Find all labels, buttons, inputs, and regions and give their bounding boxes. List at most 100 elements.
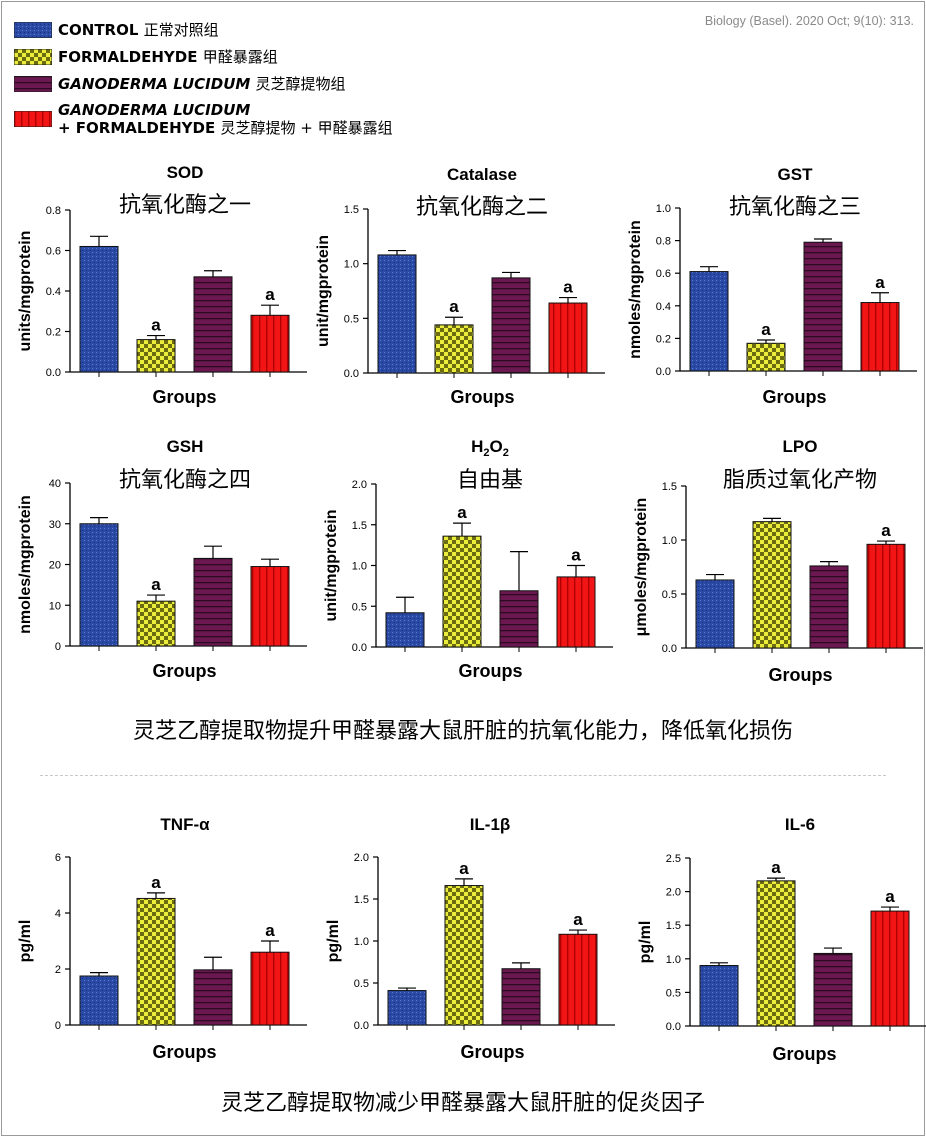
y-tick-label: 0.8 [656, 236, 671, 248]
y-tick-label: 0.0 [46, 367, 61, 379]
chart-7: IL-1β 0.0 0.5 1.0 1.5 2.0 pg/ml a a Groups [325, 815, 615, 1062]
bar [193, 276, 233, 373]
chart-subtitle: 抗氧化酶之一 [119, 193, 251, 218]
caption-antioxidant: 灵芝乙醇提取物提升甲醛暴露大鼠肝脏的抗氧化能力，降低氧化损伤 [132, 719, 793, 744]
significance-label: a [151, 575, 161, 594]
y-tick-label: 1.5 [354, 894, 369, 906]
bar [556, 576, 596, 648]
chart-subtitle: 抗氧化酶之三 [729, 195, 861, 220]
bar [813, 952, 853, 1027]
legend-swatch-ganoderma [14, 75, 52, 92]
y-tick-label: 10 [49, 600, 61, 612]
chart-subtitle: 抗氧化酶之二 [416, 195, 548, 220]
legend-label-combo-line2: + FORMALDEHYDE [58, 119, 216, 137]
y-tick-label: 0.5 [354, 978, 369, 990]
y-tick-label: 2.0 [666, 887, 681, 899]
legend-cn-combo: 灵芝醇提物 + 甲醛暴露组 [220, 119, 393, 137]
legend-item-combo: GANODERMA LUCIDUM + FORMALDEHYDE 灵芝醇提物 + … [14, 97, 393, 141]
y-tick-label: 0.2 [46, 327, 61, 339]
legend-label-control: CONTROL [58, 20, 139, 39]
significance-label: a [563, 278, 573, 297]
y-tick-label: 0.4 [656, 301, 671, 313]
significance-label: a [265, 285, 275, 304]
chart-subtitle: 自由基 [457, 468, 523, 493]
y-tick-label: 0.0 [344, 368, 359, 380]
bar [695, 579, 735, 649]
chart-3: GSH 抗氧化酶之四 0 10 20 30 40 nmoles/mgprotein a Group… [17, 437, 307, 681]
legend-item-formaldehyde: FORMALDEHYDE 甲醛暴露组 [14, 43, 393, 70]
y-tick-label: 2.0 [352, 479, 367, 491]
legend-cn-formaldehyde: 甲醛暴露组 [202, 47, 278, 66]
bar [444, 885, 484, 1026]
bar [136, 897, 176, 1026]
chart-8: IL-6 0.0 0.5 1.0 1.5 2.0 2.5 pg/ml a a Groups [637, 815, 926, 1064]
x-axis-label: Groups [762, 387, 826, 407]
chart-title: GST [778, 165, 814, 184]
bar [193, 557, 233, 647]
caption-inflammation: 灵芝乙醇提取物减少甲醛暴露大鼠肝脏的促炎因子 [220, 1091, 705, 1116]
bar [193, 969, 233, 1026]
chart-6: TNF-α 0 2 4 6 pg/ml a a Groups [17, 815, 307, 1062]
y-tick-label: 30 [49, 519, 61, 531]
y-tick-label: 4 [55, 908, 61, 920]
legend-label-ganoderma: GANODERMA LUCIDUM [58, 74, 251, 93]
bar [499, 590, 539, 648]
bar [866, 543, 906, 649]
y-tick-label: 0.8 [46, 205, 61, 217]
legend-item-ganoderma: GANODERMA LUCIDUM 灵芝醇提物组 [14, 70, 393, 97]
chart-title: SOD [167, 163, 204, 182]
legend-swatch-formaldehyde [14, 48, 52, 65]
bar [699, 965, 739, 1027]
x-axis-label: Groups [152, 387, 216, 407]
bar [136, 600, 176, 647]
x-axis-label: Groups [152, 1042, 216, 1062]
bar [548, 302, 588, 374]
legend-label-formaldehyde: FORMALDEHYDE [58, 47, 198, 66]
significance-label: a [571, 546, 581, 565]
chart-title: TNF-α [160, 815, 210, 834]
bar [79, 245, 119, 373]
y-axis-label: units/mgprotein [17, 231, 34, 352]
y-tick-label: 0.5 [666, 987, 681, 999]
bar [689, 271, 729, 372]
y-tick-label: 20 [49, 560, 61, 572]
significance-label: a [151, 873, 161, 892]
y-tick-label: 0.0 [656, 366, 671, 378]
bar [491, 277, 531, 374]
y-tick-label: 0.0 [666, 1021, 681, 1033]
y-tick-label: 0.5 [662, 589, 677, 601]
chart-title: IL-6 [785, 815, 815, 834]
y-tick-label: 1.0 [352, 561, 367, 573]
chart-title: IL-1β [470, 815, 511, 834]
y-tick-label: 40 [49, 478, 61, 490]
chart-title: H2O2 [471, 437, 509, 459]
bar [79, 523, 119, 647]
legend: CONTROL 正常对照组 FORMALDEHYDE 甲醛暴露组 GANODER… [14, 16, 393, 141]
bar [79, 975, 119, 1026]
legend-swatch-control [14, 21, 52, 38]
significance-label: a [459, 859, 469, 878]
significance-label: a [885, 887, 895, 906]
chart-5: LPO 脂质过氧化产物 0.0 0.5 1.0 1.5 μmoles/mgprotein a G… [633, 437, 923, 685]
y-axis-label: unit/mgprotein [315, 235, 332, 347]
bar [250, 314, 290, 373]
y-tick-label: 0.6 [656, 268, 671, 280]
y-tick-label: 0.0 [662, 643, 677, 655]
x-axis-label: Groups [772, 1044, 836, 1064]
y-axis-label: pg/ml [17, 920, 34, 963]
bar [387, 990, 427, 1026]
chart-title: LPO [783, 437, 818, 456]
bar [442, 535, 482, 648]
x-axis-label: Groups [460, 1042, 524, 1062]
x-axis-label: Groups [458, 661, 522, 681]
legend-item-control: CONTROL 正常对照组 [14, 16, 393, 43]
y-tick-label: 0.2 [656, 333, 671, 345]
y-tick-label: 1.5 [666, 920, 681, 932]
y-tick-label: 2.5 [666, 853, 681, 865]
y-axis-label: pg/ml [325, 920, 342, 963]
y-tick-label: 0.0 [352, 642, 367, 654]
chart-1: Catalase 抗氧化酶之二 0.0 0.5 1.0 1.5 unit/mgprotein… [315, 165, 605, 407]
y-tick-label: 0 [55, 1020, 61, 1032]
